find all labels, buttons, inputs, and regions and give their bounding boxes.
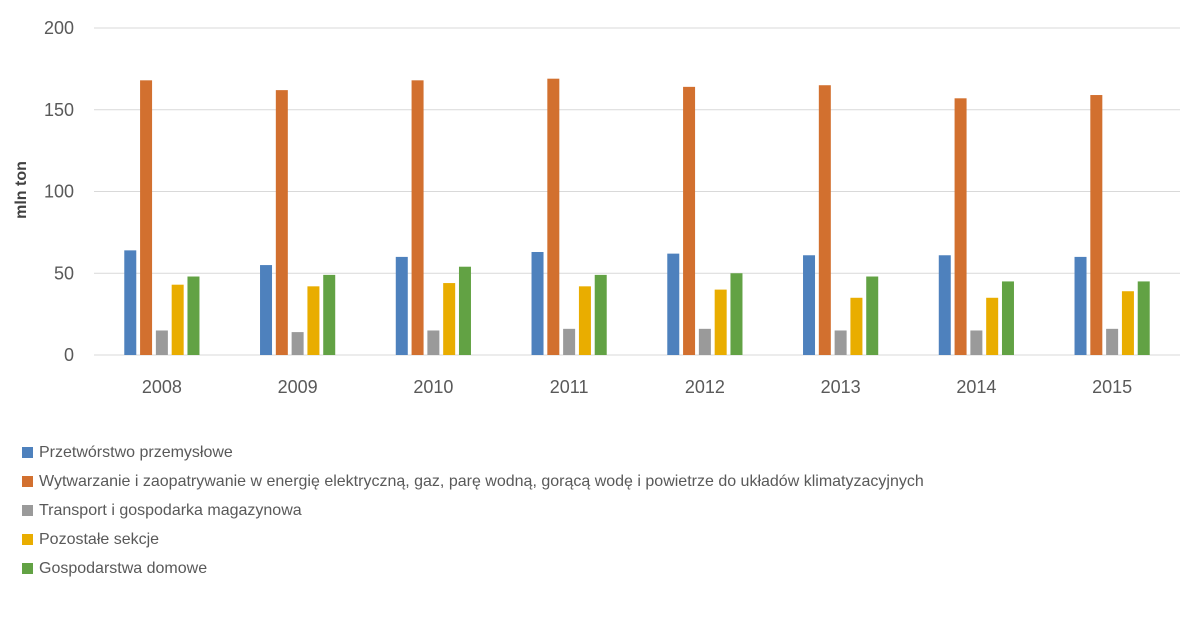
bar-series-4-2014: [986, 297, 999, 355]
bar-series-2-2008: [140, 80, 153, 355]
y-tick-label: 0: [64, 345, 74, 365]
bar-series-5-2009: [323, 274, 336, 355]
bar-series-5-2010: [458, 266, 471, 355]
bar-series-4-2009: [307, 286, 320, 355]
y-tick-label: 150: [44, 100, 74, 120]
bar-series-5-2012: [730, 273, 743, 355]
x-tick-label: 2012: [685, 377, 725, 397]
bar-series-5-2014: [1001, 281, 1014, 355]
y-tick-label: 200: [44, 18, 74, 38]
legend-item: Pozostałe sekcje: [22, 525, 924, 554]
legend-swatch: [22, 563, 33, 574]
legend-item: Przetwórstwo przemysłowe: [22, 438, 924, 467]
legend-swatch: [22, 534, 33, 545]
legend-swatch: [22, 476, 33, 487]
bar-series-1-2009: [260, 265, 273, 355]
legend-label: Wytwarzanie i zaopatrywanie w energię el…: [39, 472, 924, 490]
bar-series-2-2011: [547, 78, 560, 355]
bar-series-4-2008: [171, 284, 184, 355]
bar-series-1-2012: [667, 253, 680, 355]
bar-series-5-2008: [187, 276, 200, 355]
legend-label: Gospodarstwa domowe: [39, 559, 208, 577]
y-tick-label: 50: [54, 263, 74, 283]
x-tick-label: 2015: [1092, 377, 1132, 397]
bar-series-3-2008: [155, 330, 168, 355]
x-tick-label: 2011: [550, 377, 589, 397]
legend-swatch: [22, 447, 33, 458]
legend-item: Transport i gospodarka magazynowa: [22, 496, 924, 525]
bar-series-4-2015: [1121, 291, 1134, 355]
bar-series-1-2014: [938, 255, 951, 355]
y-axis-label: mln ton: [13, 161, 30, 219]
bar-series-5-2011: [594, 274, 607, 355]
y-axis-ticks: 0 50 100 150 200: [44, 18, 74, 365]
legend-swatch: [22, 505, 33, 516]
bar-series-4-2012: [714, 289, 727, 355]
bar-series-2-2010: [411, 80, 424, 355]
bar-series-1-2010: [395, 256, 408, 355]
bar-series-5-2013: [866, 276, 879, 355]
bar-series-3-2013: [834, 330, 847, 355]
bar-series-3-2009: [291, 332, 304, 355]
x-tick-label: 2014: [956, 377, 996, 397]
legend-item: Wytwarzanie i zaopatrywanie w energię el…: [22, 467, 924, 496]
bar-series-1-2008: [124, 250, 137, 355]
bar-series-1-2011: [531, 251, 544, 355]
bar-series-3-2015: [1106, 328, 1119, 355]
y-tick-label: 100: [44, 182, 74, 202]
legend-label: Przetwórstwo przemysłowe: [39, 443, 233, 461]
bar-series-1-2013: [803, 255, 816, 355]
legend: Przetwórstwo przemysłowe Wytwarzanie i za…: [22, 438, 924, 583]
bar-series-2-2015: [1090, 95, 1103, 355]
bar-series-3-2014: [970, 330, 983, 355]
bar-series-2-2013: [818, 85, 831, 355]
bar-series-1-2015: [1074, 256, 1087, 355]
bars: [124, 78, 1150, 356]
gridlines: [94, 27, 1180, 356]
bar-series-3-2012: [698, 328, 711, 355]
legend-label: Transport i gospodarka magazynowa: [39, 501, 302, 519]
x-axis-ticks: 2008 2009 2010 2011 2012 2013 2014 2015: [142, 377, 1132, 397]
bar-series-4-2010: [443, 283, 456, 355]
x-tick-label: 2009: [278, 377, 318, 397]
chart-svg: 0 50 100 150 200 2008 2009 2010 2011 2012 2013 201…: [13, 18, 1180, 397]
bar-series-4-2011: [578, 286, 591, 355]
legend-item: Gospodarstwa domowe: [22, 554, 924, 583]
bar-series-5-2015: [1137, 281, 1150, 355]
legend-label: Pozostałe sekcje: [39, 530, 160, 548]
bar-series-2-2014: [954, 98, 967, 356]
bar-series-2-2012: [683, 86, 696, 356]
bar-series-4-2013: [850, 297, 863, 355]
bar-series-3-2011: [563, 328, 576, 355]
bar-series-2-2009: [275, 90, 288, 355]
x-tick-label: 2010: [413, 377, 453, 397]
bar-series-3-2010: [427, 330, 440, 355]
x-tick-label: 2013: [821, 377, 861, 397]
x-tick-label: 2008: [142, 377, 182, 397]
